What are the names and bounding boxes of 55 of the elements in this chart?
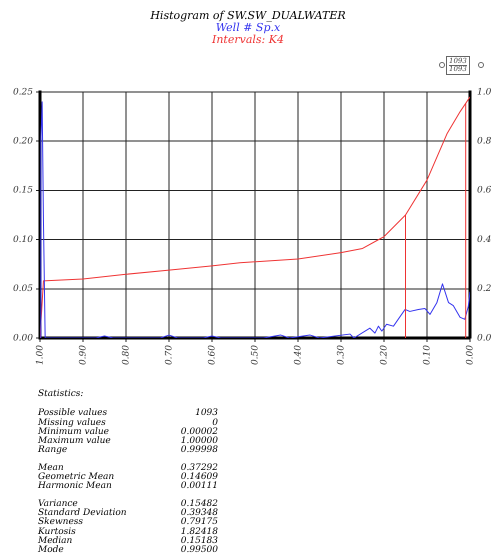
y2-tick-label: 0.6 bbox=[477, 186, 492, 196]
x-tick-label: 0.80 bbox=[121, 344, 132, 366]
x-tick-label: 0.40 bbox=[293, 344, 304, 366]
x-tick-label: 1.00 bbox=[35, 344, 46, 366]
y2-tick-label: 0.4 bbox=[477, 234, 492, 245]
text: Standard Deviation bbox=[38, 508, 127, 518]
x-tick-label: 0.10 bbox=[422, 344, 432, 366]
text: 0.39348 bbox=[180, 508, 218, 518]
x-tick-label: 0.00 bbox=[465, 344, 476, 366]
y-tick-label: 0.05 bbox=[12, 284, 34, 294]
x-tick-label: 0.50 bbox=[250, 344, 260, 366]
y-tick-label: 0.25 bbox=[12, 87, 34, 98]
text: 0.15482 bbox=[180, 498, 218, 509]
y2-tick-label: 0.2 bbox=[477, 284, 492, 294]
text: 0.79175 bbox=[180, 517, 218, 528]
y-tick-label: 0.20 bbox=[12, 136, 34, 147]
text: Skewness bbox=[38, 517, 84, 528]
text: Missing values bbox=[38, 418, 106, 428]
text: Mean bbox=[38, 462, 64, 473]
text: Median bbox=[38, 536, 72, 546]
x-tick-label: 0.70 bbox=[164, 344, 174, 366]
text: 0.99998 bbox=[180, 445, 218, 456]
text: Mode bbox=[38, 545, 64, 556]
x-tick-label: 0.60 bbox=[207, 344, 218, 366]
y-tick-label: 0.00 bbox=[12, 333, 34, 344]
text: Intervals: K4 bbox=[210, 33, 285, 46]
text: Variance bbox=[38, 498, 78, 509]
text: 0.37292 bbox=[180, 462, 218, 473]
text: Possible values bbox=[38, 408, 108, 418]
text: 1.00000 bbox=[180, 436, 218, 446]
text: Range bbox=[38, 445, 68, 456]
text: 0.14609 bbox=[180, 472, 218, 482]
text: 0 bbox=[212, 418, 218, 428]
text: 1093 bbox=[195, 408, 218, 418]
y-tick-label: 0.15 bbox=[12, 186, 34, 196]
chart-subtitle: Well # Sp.x bbox=[216, 21, 280, 34]
chart-title: Histogram of SW.SW_DUALWATER bbox=[149, 9, 347, 22]
text: Kurtosis bbox=[38, 526, 76, 537]
text: Harmonic Mean bbox=[38, 481, 112, 492]
text: 0.15183 bbox=[180, 536, 218, 546]
text: 0.99500 bbox=[180, 545, 218, 556]
y2-tick-label: 0.8 bbox=[477, 136, 492, 147]
x-tick-label: 0.20 bbox=[379, 344, 390, 366]
y2-tick-label: 0.0 bbox=[477, 333, 492, 344]
text: Geometric Mean bbox=[38, 472, 114, 482]
text: Maximum value bbox=[38, 436, 111, 446]
text: 1.82418 bbox=[180, 526, 218, 537]
text: 0.00002 bbox=[180, 426, 218, 437]
y2-tick-label: 1.0 bbox=[477, 87, 492, 98]
text: Minimum value bbox=[38, 426, 109, 437]
x-tick-label: 0.90 bbox=[78, 344, 88, 366]
y-tick-label: 0.10 bbox=[12, 234, 34, 245]
text: 0.00111 bbox=[180, 481, 218, 492]
x-tick-label: 0.30 bbox=[336, 344, 346, 366]
text: Statistics: bbox=[38, 389, 84, 400]
